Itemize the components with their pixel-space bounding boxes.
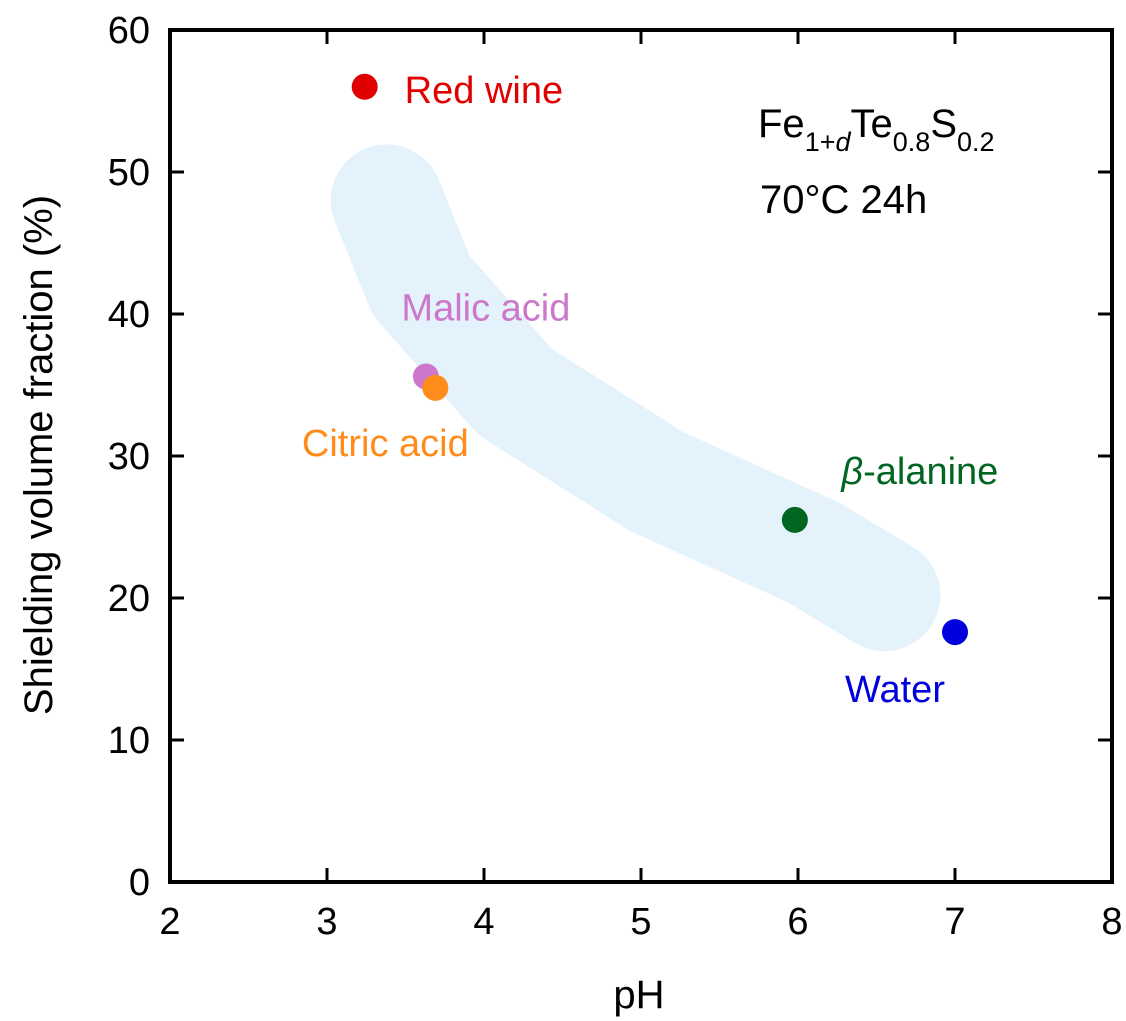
- y-tick-label: 30: [108, 436, 150, 478]
- point-label-layer: Red wine Malic acid Citric acid β-alanine Wa…: [302, 70, 998, 711]
- formula-s-sub: 0.2: [957, 127, 995, 157]
- y-tick-label: 20: [108, 578, 150, 620]
- trend-band-layer: [330, 144, 941, 652]
- formula-s: S: [930, 102, 957, 146]
- data-point: [781, 506, 808, 533]
- formula-annotation: Fe1+dTe0.8S0.2: [758, 102, 995, 157]
- point-label: Citric acid: [302, 423, 469, 465]
- formula-fe-sub-d: d: [835, 127, 851, 157]
- y-tick-label: 50: [108, 152, 150, 194]
- data-point: [422, 374, 449, 401]
- point-label: β-alanine: [840, 451, 998, 493]
- data-point: [351, 73, 378, 100]
- x-tick-label: 6: [787, 901, 808, 943]
- formula-te: Te: [851, 102, 893, 146]
- y-tick-label: 0: [129, 862, 150, 904]
- point-label: Red wine: [405, 70, 563, 112]
- point-label: Malic acid: [401, 287, 570, 329]
- y-tick-label: 40: [108, 294, 150, 336]
- x-tick-label: 2: [159, 901, 180, 943]
- formula-fe-sub: 1+: [805, 127, 836, 157]
- formula-fe: Fe: [758, 102, 805, 146]
- x-tick-label: 3: [316, 901, 337, 943]
- y-axis-title: Shielding volume fraction (%): [17, 195, 61, 715]
- y-tick-label: 10: [108, 720, 150, 762]
- data-point: [942, 619, 968, 646]
- y-tick-label: 60: [108, 10, 150, 52]
- x-tick-label: 4: [473, 901, 494, 943]
- x-tick-label: 7: [944, 901, 965, 943]
- condition-annotation: 70°C 24h: [760, 178, 927, 222]
- point-label: Water: [845, 669, 945, 711]
- trend-band: [330, 144, 941, 652]
- x-tick-label: 8: [1101, 901, 1122, 943]
- x-tick-label: 5: [630, 901, 651, 943]
- formula-te-sub: 0.8: [893, 127, 931, 157]
- tick-layer: 2 3 4 5 6 7 8 0 10 20 30 40 50 60: [108, 10, 1123, 943]
- x-axis-title: pH: [613, 973, 664, 1017]
- data-point-layer: [351, 73, 968, 646]
